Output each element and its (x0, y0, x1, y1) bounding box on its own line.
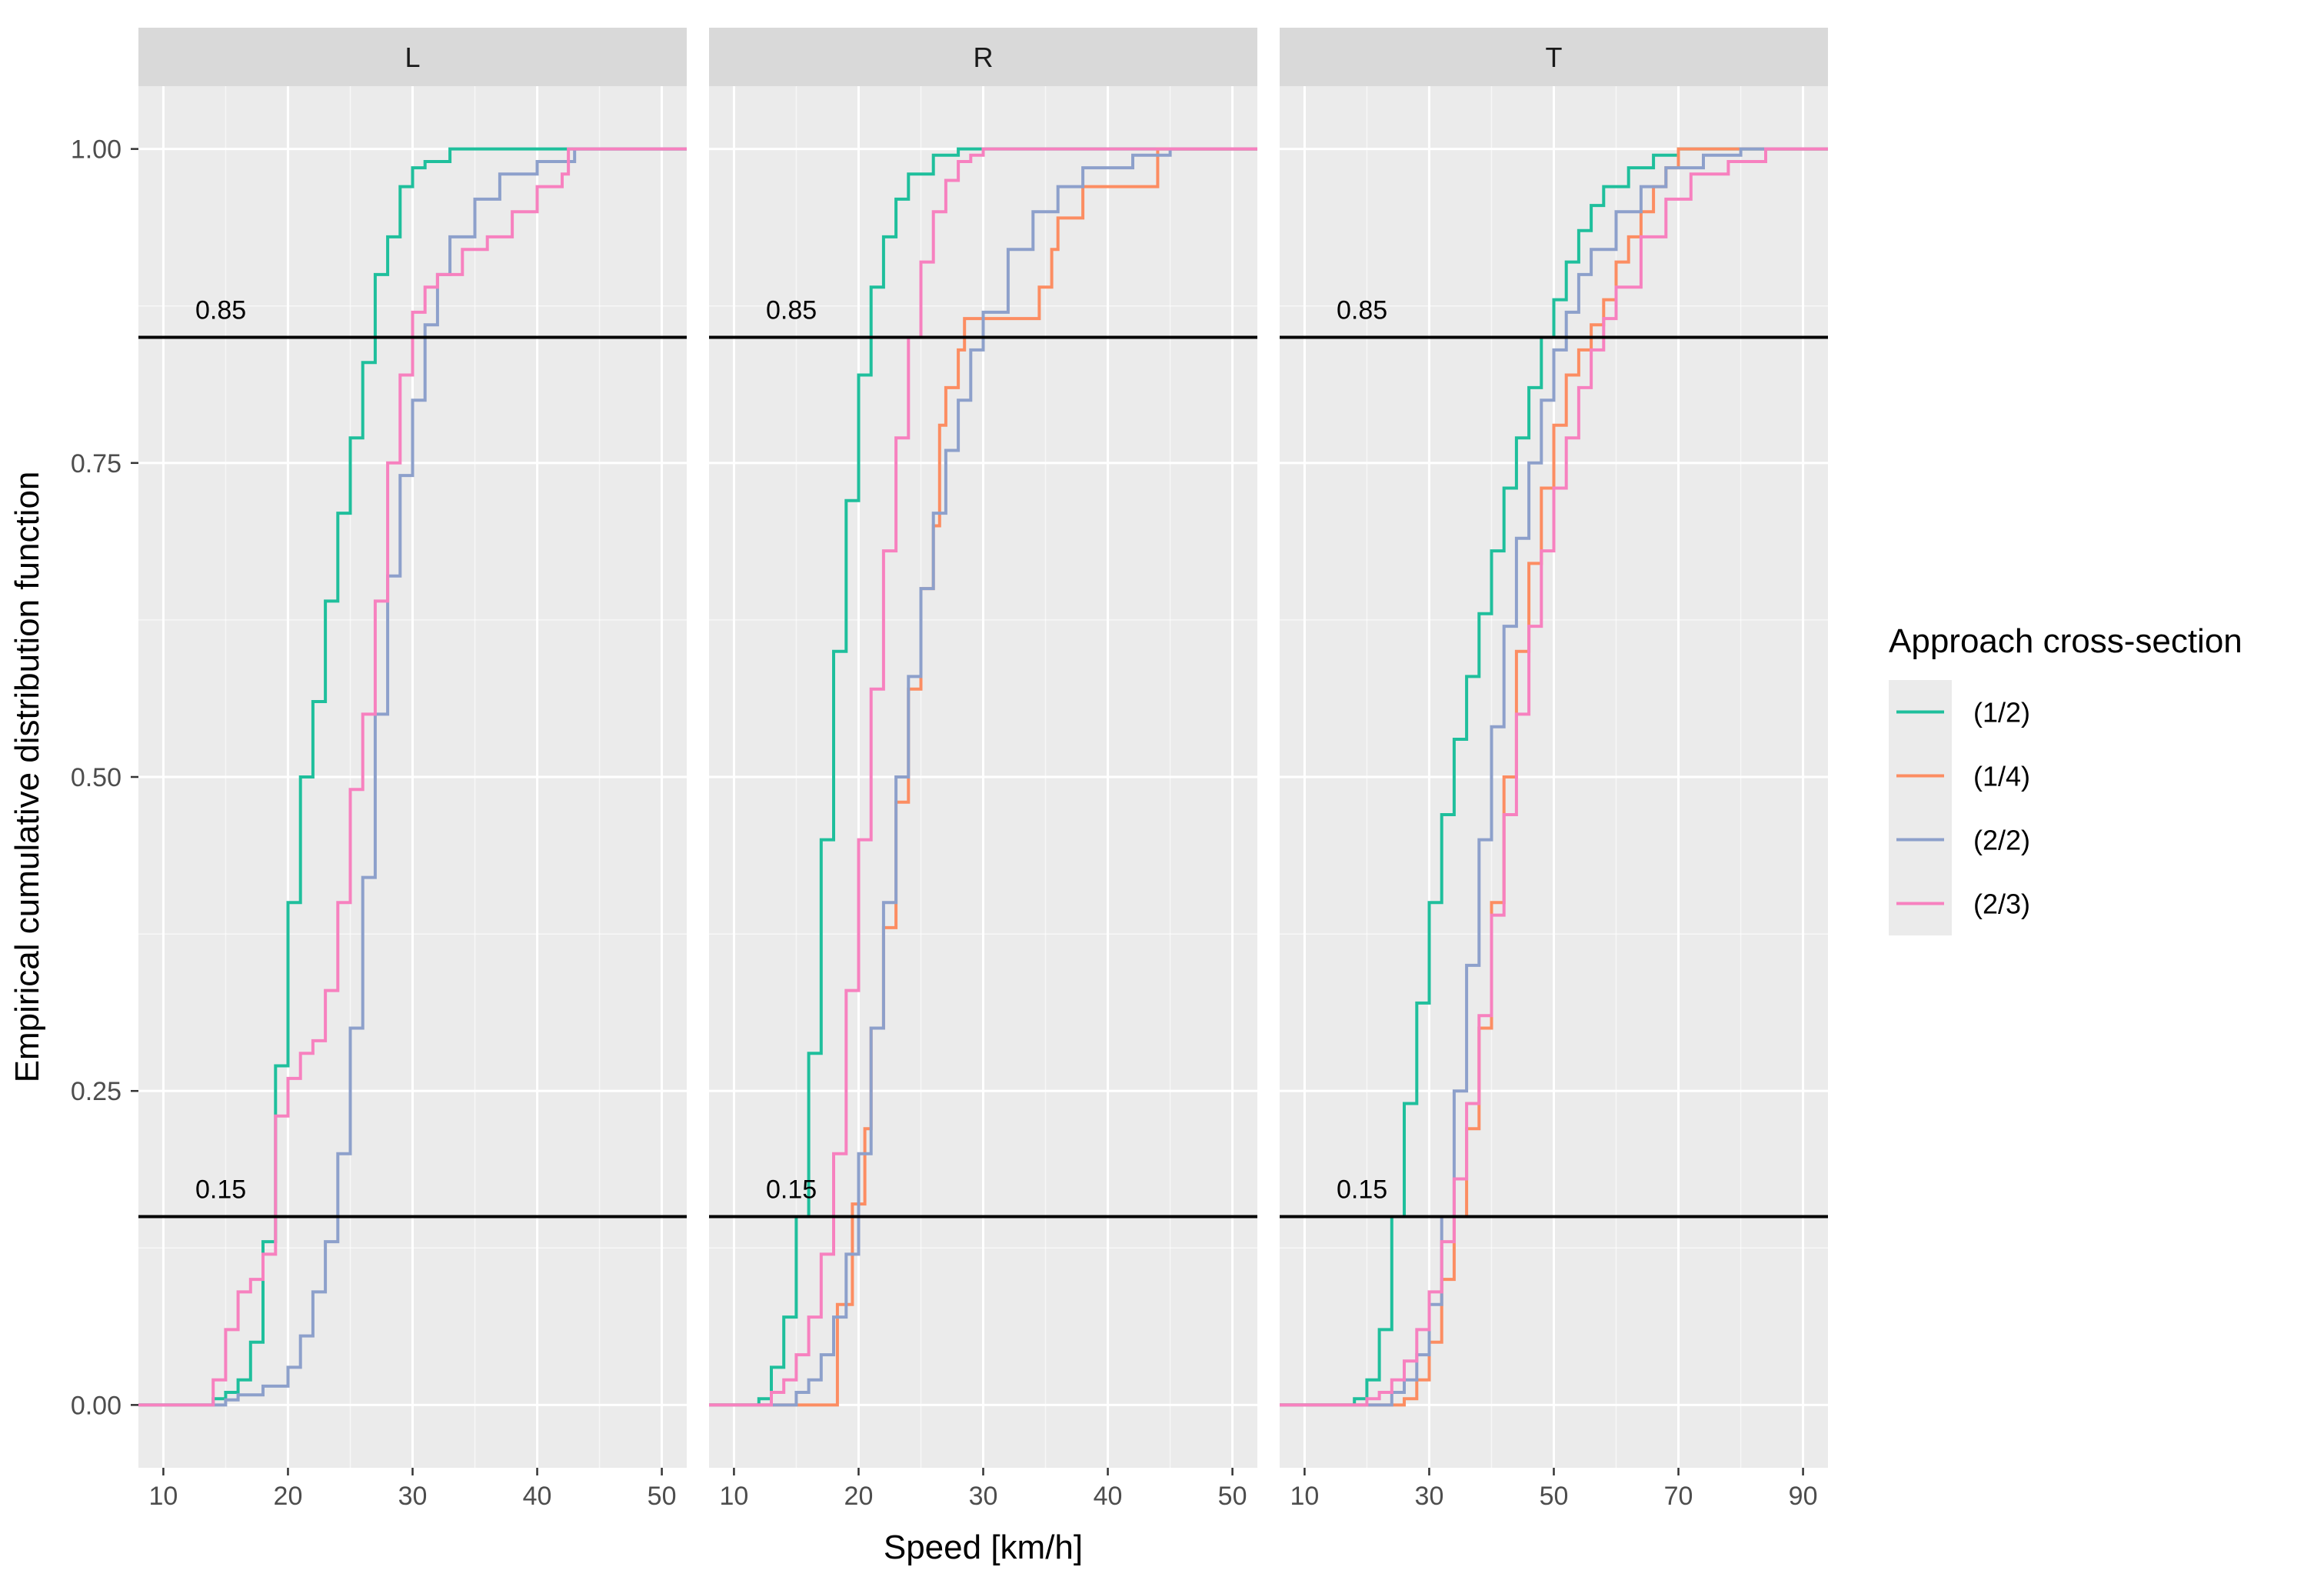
x-tick-label: 10 (1290, 1482, 1319, 1511)
x-tick-label: 40 (523, 1482, 552, 1511)
y-tick-label: 0.00 (71, 1391, 122, 1420)
legend-label: (2/3) (1973, 889, 2030, 920)
strip-label: R (974, 42, 994, 73)
panel-r: R 0.85 0.15 10 20 30 40 50 (709, 28, 1257, 1511)
x-tick-label: 90 (1789, 1482, 1818, 1511)
series-line-2-2 (1280, 147, 1828, 1407)
series-line-2-3 (138, 147, 687, 1407)
panel-l: L 0.85 0.15 10 20 30 40 50 0.00 0.25 0.50 0.75 1.00 (71, 28, 687, 1511)
strip-label: T (1546, 42, 1563, 73)
x-tick-label: 50 (1218, 1482, 1247, 1511)
series-line-2-3 (1280, 147, 1828, 1407)
x-tick-label: 20 (274, 1482, 303, 1511)
series-line-1-2 (1280, 147, 1828, 1407)
y-tick-label: 0.50 (71, 763, 122, 792)
reference-label: 0.85 (195, 296, 246, 325)
series-line-2-3 (709, 147, 1257, 1407)
series-line-2-2 (138, 147, 687, 1407)
legend-label: (1/4) (1973, 761, 2030, 792)
strip-t (1280, 28, 1828, 86)
x-tick-label: 20 (844, 1482, 874, 1511)
strip-l (138, 28, 687, 86)
x-tick-label: 70 (1664, 1482, 1693, 1511)
legend: Approach cross-section (1/2) (1/4) (2/2) (2/… (1889, 622, 2242, 935)
reference-label: 0.15 (195, 1175, 246, 1204)
x-tick-label: 50 (648, 1482, 677, 1511)
x-tick-label: 40 (1094, 1482, 1123, 1511)
x-tick-label: 50 (1540, 1482, 1569, 1511)
legend-label: (1/2) (1973, 697, 2030, 728)
x-tick-label: 30 (969, 1482, 998, 1511)
y-tick-label: 1.00 (71, 135, 122, 165)
x-tick-label: 30 (1415, 1482, 1444, 1511)
legend-key-background (1889, 680, 1952, 935)
strip-label: L (405, 42, 420, 73)
x-axis-title: Speed [km/h] (884, 1529, 1083, 1566)
reference-label: 0.85 (1337, 296, 1387, 325)
x-tick-label: 10 (719, 1482, 748, 1511)
panel-t: T 0.85 0.15 10 30 50 70 90 (1280, 28, 1828, 1511)
x-tick-label: 30 (398, 1482, 428, 1511)
series-line-2-2 (709, 147, 1257, 1407)
reference-label: 0.15 (1337, 1175, 1387, 1204)
strip-r (709, 28, 1257, 86)
reference-label: 0.15 (766, 1175, 817, 1204)
y-tick-label: 0.25 (71, 1077, 122, 1106)
legend-label: (2/2) (1973, 825, 2030, 856)
reference-label: 0.85 (766, 296, 817, 325)
series-line-1-2 (138, 147, 687, 1407)
series-line-1-2 (709, 147, 1257, 1407)
y-tick-label: 0.75 (71, 449, 122, 478)
legend-title: Approach cross-section (1889, 622, 2242, 660)
y-axis-title: Empirical cumulative distribution functi… (8, 472, 46, 1083)
x-tick-label: 10 (148, 1482, 178, 1511)
